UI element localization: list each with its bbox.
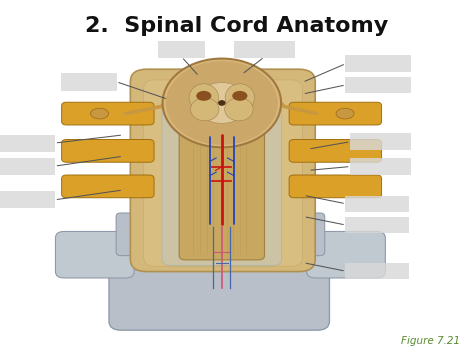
FancyBboxPatch shape: [109, 236, 329, 330]
FancyBboxPatch shape: [144, 80, 302, 266]
FancyBboxPatch shape: [289, 140, 382, 162]
FancyBboxPatch shape: [0, 135, 55, 152]
FancyBboxPatch shape: [116, 213, 168, 256]
FancyBboxPatch shape: [345, 263, 409, 279]
FancyBboxPatch shape: [158, 41, 205, 58]
FancyBboxPatch shape: [307, 231, 385, 278]
Circle shape: [166, 61, 278, 145]
Ellipse shape: [196, 91, 211, 101]
Text: Figure 7.21: Figure 7.21: [401, 336, 460, 346]
FancyBboxPatch shape: [273, 213, 325, 256]
FancyBboxPatch shape: [62, 102, 154, 125]
FancyBboxPatch shape: [0, 158, 55, 175]
FancyBboxPatch shape: [130, 69, 315, 272]
FancyBboxPatch shape: [179, 102, 264, 260]
Ellipse shape: [195, 83, 249, 124]
FancyBboxPatch shape: [345, 77, 411, 93]
FancyBboxPatch shape: [62, 140, 154, 162]
FancyBboxPatch shape: [0, 191, 55, 208]
FancyBboxPatch shape: [350, 133, 411, 150]
FancyBboxPatch shape: [345, 196, 409, 212]
Text: 2.  Spinal Cord Anatomy: 2. Spinal Cord Anatomy: [85, 16, 389, 36]
FancyBboxPatch shape: [61, 73, 117, 91]
FancyBboxPatch shape: [62, 175, 154, 198]
FancyBboxPatch shape: [289, 175, 382, 198]
Ellipse shape: [225, 98, 253, 121]
FancyBboxPatch shape: [234, 41, 295, 58]
FancyBboxPatch shape: [350, 158, 411, 175]
Circle shape: [218, 100, 226, 106]
Ellipse shape: [189, 84, 219, 111]
Ellipse shape: [191, 98, 219, 121]
Ellipse shape: [91, 108, 109, 119]
Circle shape: [163, 59, 281, 147]
FancyBboxPatch shape: [289, 102, 382, 125]
FancyBboxPatch shape: [55, 231, 134, 278]
Ellipse shape: [232, 91, 247, 101]
FancyBboxPatch shape: [345, 55, 411, 72]
FancyBboxPatch shape: [345, 217, 409, 233]
Ellipse shape: [336, 108, 354, 119]
FancyBboxPatch shape: [162, 100, 282, 266]
Ellipse shape: [225, 84, 255, 111]
